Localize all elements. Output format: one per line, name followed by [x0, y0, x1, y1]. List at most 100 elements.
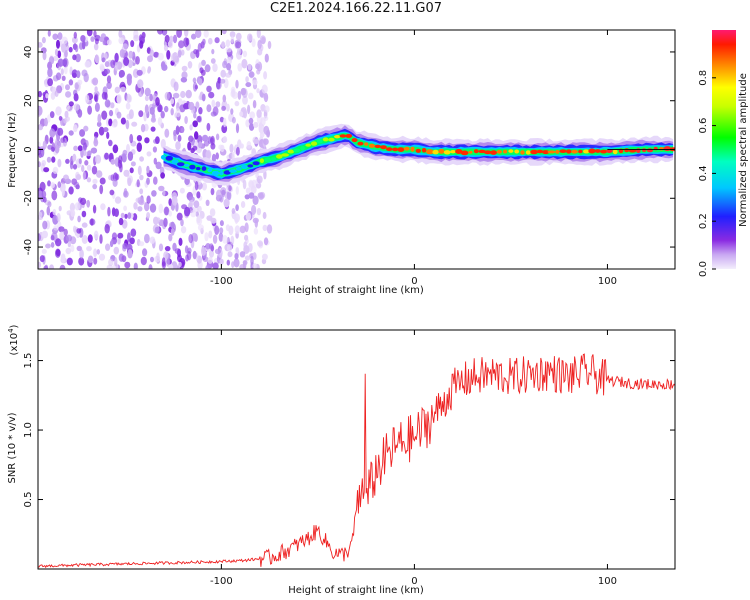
noise-speckle — [256, 175, 263, 184]
noise-speckle — [81, 210, 87, 218]
noise-speckle — [124, 213, 128, 219]
noise-speckle — [61, 43, 66, 53]
noise-speckle — [44, 117, 48, 127]
noise-speckle — [136, 179, 140, 188]
noise-speckle — [99, 36, 105, 43]
noise-speckle — [257, 240, 263, 247]
ridge-peak — [207, 168, 213, 173]
noise-speckle — [157, 104, 163, 113]
noise-speckle — [239, 225, 246, 234]
noise-speckle — [120, 212, 125, 219]
noise-speckle — [170, 98, 175, 105]
ridge-peak — [514, 149, 520, 154]
noise-speckle — [38, 141, 41, 148]
ridge-peak — [583, 149, 590, 154]
noise-speckle — [164, 91, 170, 101]
noise-speckle — [160, 172, 166, 179]
noise-speckle — [55, 72, 62, 81]
noise-speckle — [38, 233, 42, 242]
ridge-peak — [264, 157, 272, 163]
noise-speckle — [147, 55, 153, 63]
noise-speckle — [192, 82, 198, 92]
noise-speckle — [122, 149, 128, 157]
noise-speckle — [140, 124, 146, 133]
noise-speckle — [108, 258, 114, 267]
noise-speckle — [180, 77, 188, 83]
noise-speckle — [188, 234, 194, 244]
noise-speckle — [128, 50, 134, 59]
ridge-peak — [646, 148, 654, 153]
noise-speckle — [72, 43, 78, 50]
noise-speckle — [237, 63, 243, 72]
ridge-peak — [530, 149, 538, 155]
y-tick-label: 1.5 — [23, 353, 34, 369]
noise-speckle — [52, 208, 57, 216]
noise-speckle — [47, 114, 51, 123]
noise-speckle — [178, 261, 182, 267]
noise-speckle — [201, 59, 206, 66]
noise-speckle — [207, 256, 213, 264]
noise-speckle — [126, 93, 132, 104]
noise-speckle — [235, 146, 240, 156]
noise-speckle — [130, 40, 135, 48]
noise-speckle — [181, 49, 185, 56]
noise-speckle — [173, 92, 180, 99]
noise-speckle — [106, 131, 110, 139]
noise-speckle — [93, 138, 99, 147]
noise-speckle — [42, 51, 47, 61]
noise-speckle — [245, 212, 252, 221]
noise-speckle — [74, 82, 79, 90]
noise-speckle — [54, 48, 59, 57]
noise-speckle — [212, 234, 218, 244]
noise-speckle — [257, 39, 262, 50]
noise-speckle — [170, 227, 175, 236]
noise-speckle — [140, 256, 147, 266]
noise-speckle — [169, 35, 174, 43]
noise-speckle — [77, 215, 81, 223]
noise-speckle — [235, 204, 239, 212]
noise-speckle — [231, 91, 238, 99]
noise-speckle — [86, 30, 93, 37]
x-tick-label: 100 — [598, 576, 617, 587]
noise-speckle — [162, 189, 166, 197]
noise-speckle — [73, 145, 78, 151]
x-tick-label: -100 — [210, 276, 233, 287]
noise-speckle — [99, 65, 105, 72]
noise-speckle — [81, 235, 88, 244]
noise-speckle — [146, 177, 150, 185]
noise-speckle — [64, 110, 69, 119]
noise-speckle — [175, 141, 181, 151]
noise-speckle — [131, 121, 138, 127]
noise-speckle — [150, 256, 154, 263]
noise-speckle — [210, 188, 215, 196]
noise-speckle — [127, 249, 133, 259]
noise-speckle — [96, 121, 102, 127]
noise-speckle — [123, 190, 129, 198]
noise-speckle — [193, 112, 197, 119]
noise-speckle — [114, 196, 122, 204]
noise-speckle — [226, 103, 230, 112]
noise-speckle — [122, 242, 128, 250]
noise-speckle — [252, 252, 257, 260]
noise-speckle — [220, 187, 227, 195]
noise-speckle — [67, 241, 72, 248]
ridge-peak — [659, 147, 664, 151]
noise-speckle — [247, 33, 253, 42]
noise-speckle — [157, 30, 164, 35]
noise-speckle — [246, 141, 252, 149]
noise-speckle — [264, 53, 269, 63]
noise-speckle — [127, 212, 132, 220]
noise-speckle — [225, 47, 232, 53]
noise-speckle — [193, 200, 200, 208]
noise-speckle — [176, 212, 183, 221]
noise-speckle — [155, 97, 160, 106]
noise-speckle — [203, 30, 209, 38]
noise-speckle — [201, 182, 207, 191]
noise-speckle — [65, 247, 72, 255]
noise-speckle — [65, 234, 73, 242]
noise-speckle — [228, 185, 232, 192]
noise-speckle — [210, 58, 216, 64]
noise-speckle — [55, 249, 61, 257]
ridge-peak — [271, 157, 276, 162]
noise-speckle — [198, 78, 203, 86]
